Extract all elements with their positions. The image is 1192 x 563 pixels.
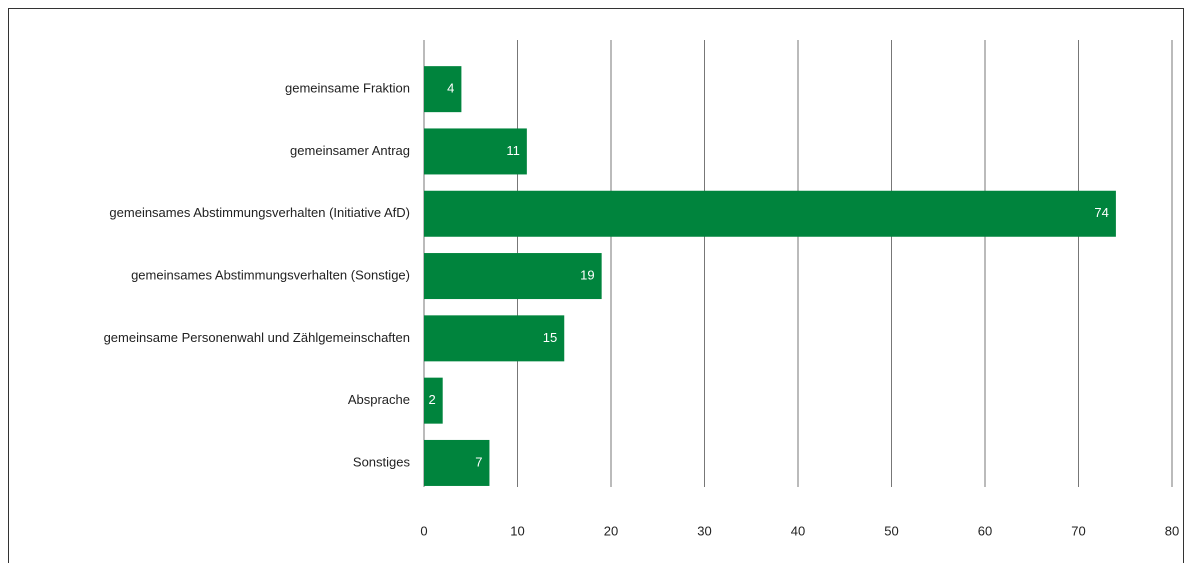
bar — [424, 377, 443, 424]
bar — [424, 253, 602, 300]
x-tick-label: 50 — [884, 523, 898, 538]
x-tick-label: 70 — [1071, 523, 1085, 538]
value-label: 7 — [475, 454, 482, 469]
value-label: 2 — [428, 392, 435, 407]
x-tick-label: 30 — [697, 523, 711, 538]
value-label: 19 — [580, 267, 594, 282]
bar — [424, 315, 565, 362]
x-tick-label: 10 — [510, 523, 524, 538]
value-label: 4 — [447, 81, 454, 96]
y-tick-label: gemeinsames Abstimmungsverhalten (Sonsti… — [131, 267, 410, 282]
x-tick-label: 0 — [420, 523, 427, 538]
bar — [424, 128, 527, 175]
y-tick-label: Sonstiges — [353, 454, 411, 469]
bar — [424, 190, 1116, 237]
x-tick-label: 60 — [978, 523, 992, 538]
x-tick-label: 20 — [604, 523, 618, 538]
bar — [424, 439, 490, 486]
bar — [424, 66, 462, 113]
y-tick-label: gemeinsamer Antrag — [290, 143, 410, 158]
value-label: 74 — [1094, 205, 1108, 220]
value-label: 11 — [506, 143, 520, 158]
frame — [8, 8, 1184, 563]
y-tick-label: gemeinsame Fraktion — [285, 81, 410, 96]
y-tick-label: gemeinsame Personenwahl und Zählgemeinsc… — [104, 330, 410, 345]
x-tick-label: 80 — [1165, 523, 1179, 538]
y-tick-label: Absprache — [348, 392, 410, 407]
value-label: 15 — [543, 330, 557, 345]
y-tick-label: gemeinsames Abstimmungsverhalten (Initia… — [109, 205, 410, 220]
x-tick-label: 40 — [791, 523, 805, 538]
